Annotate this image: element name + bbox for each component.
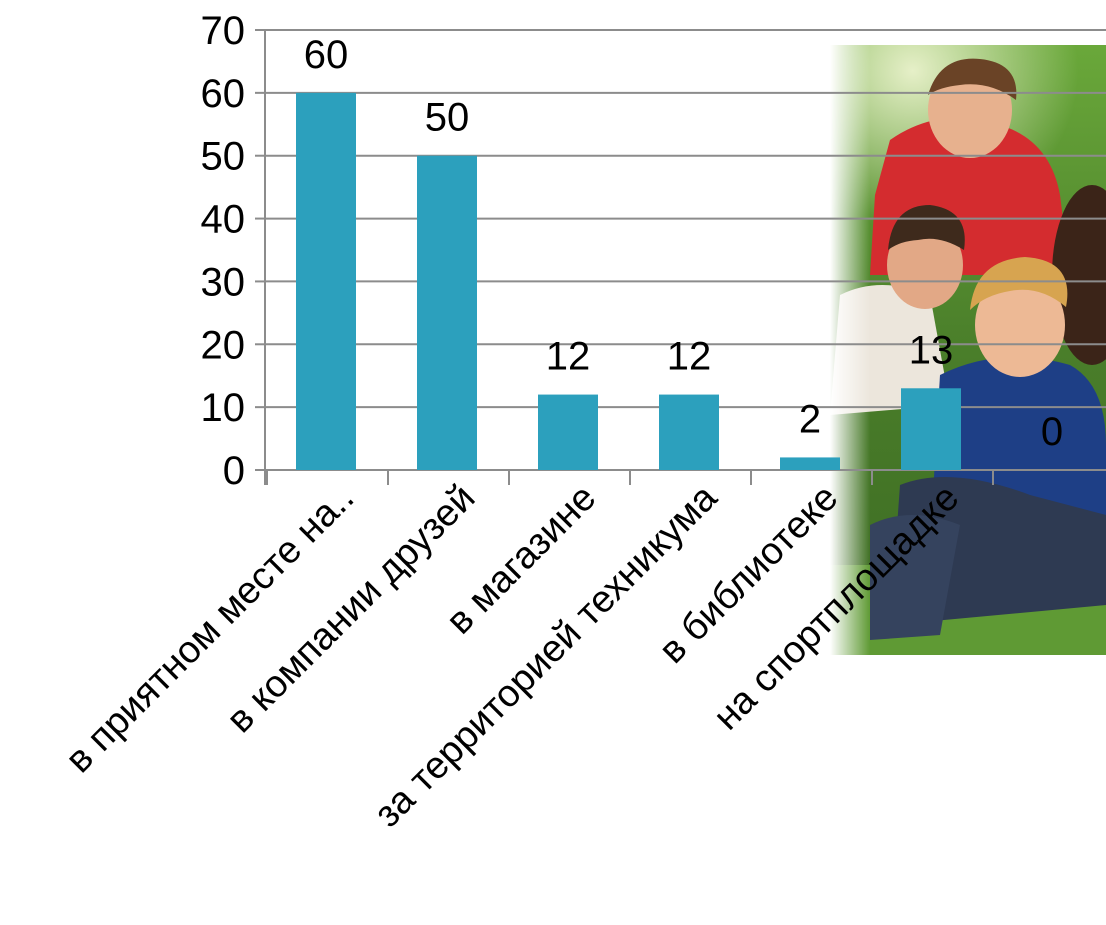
y-tick-label: 10 — [201, 386, 246, 430]
data-label: 12 — [546, 335, 591, 379]
y-tick-label: 30 — [201, 260, 246, 304]
bar — [417, 155, 477, 470]
y-tick-label: 40 — [201, 198, 246, 242]
y-tick-label: 0 — [223, 449, 245, 493]
y-tick-label: 20 — [201, 323, 246, 367]
group-of-teenagers-photo — [830, 45, 1106, 655]
y-tick-label: 50 — [201, 135, 246, 179]
data-label: 0 — [1041, 410, 1063, 454]
bar — [538, 394, 598, 470]
data-label: 50 — [425, 96, 470, 140]
x-axis-labels: в приятном месте на..в компании друзейв … — [58, 476, 968, 835]
bar — [901, 388, 961, 470]
y-tick-label: 70 — [201, 9, 246, 53]
bar — [296, 92, 356, 470]
bar — [659, 394, 719, 470]
bar — [780, 457, 840, 470]
y-tick-label: 60 — [201, 72, 246, 116]
data-label: 13 — [909, 328, 954, 372]
data-label: 2 — [799, 397, 821, 441]
data-label: 12 — [667, 335, 712, 379]
bars: 60 50 12 12 2 13 0 — [296, 33, 1063, 470]
y-axis-ticks: 0 10 20 30 40 50 60 70 — [201, 9, 265, 493]
data-label: 60 — [304, 33, 349, 77]
gridlines — [265, 29, 1106, 409]
